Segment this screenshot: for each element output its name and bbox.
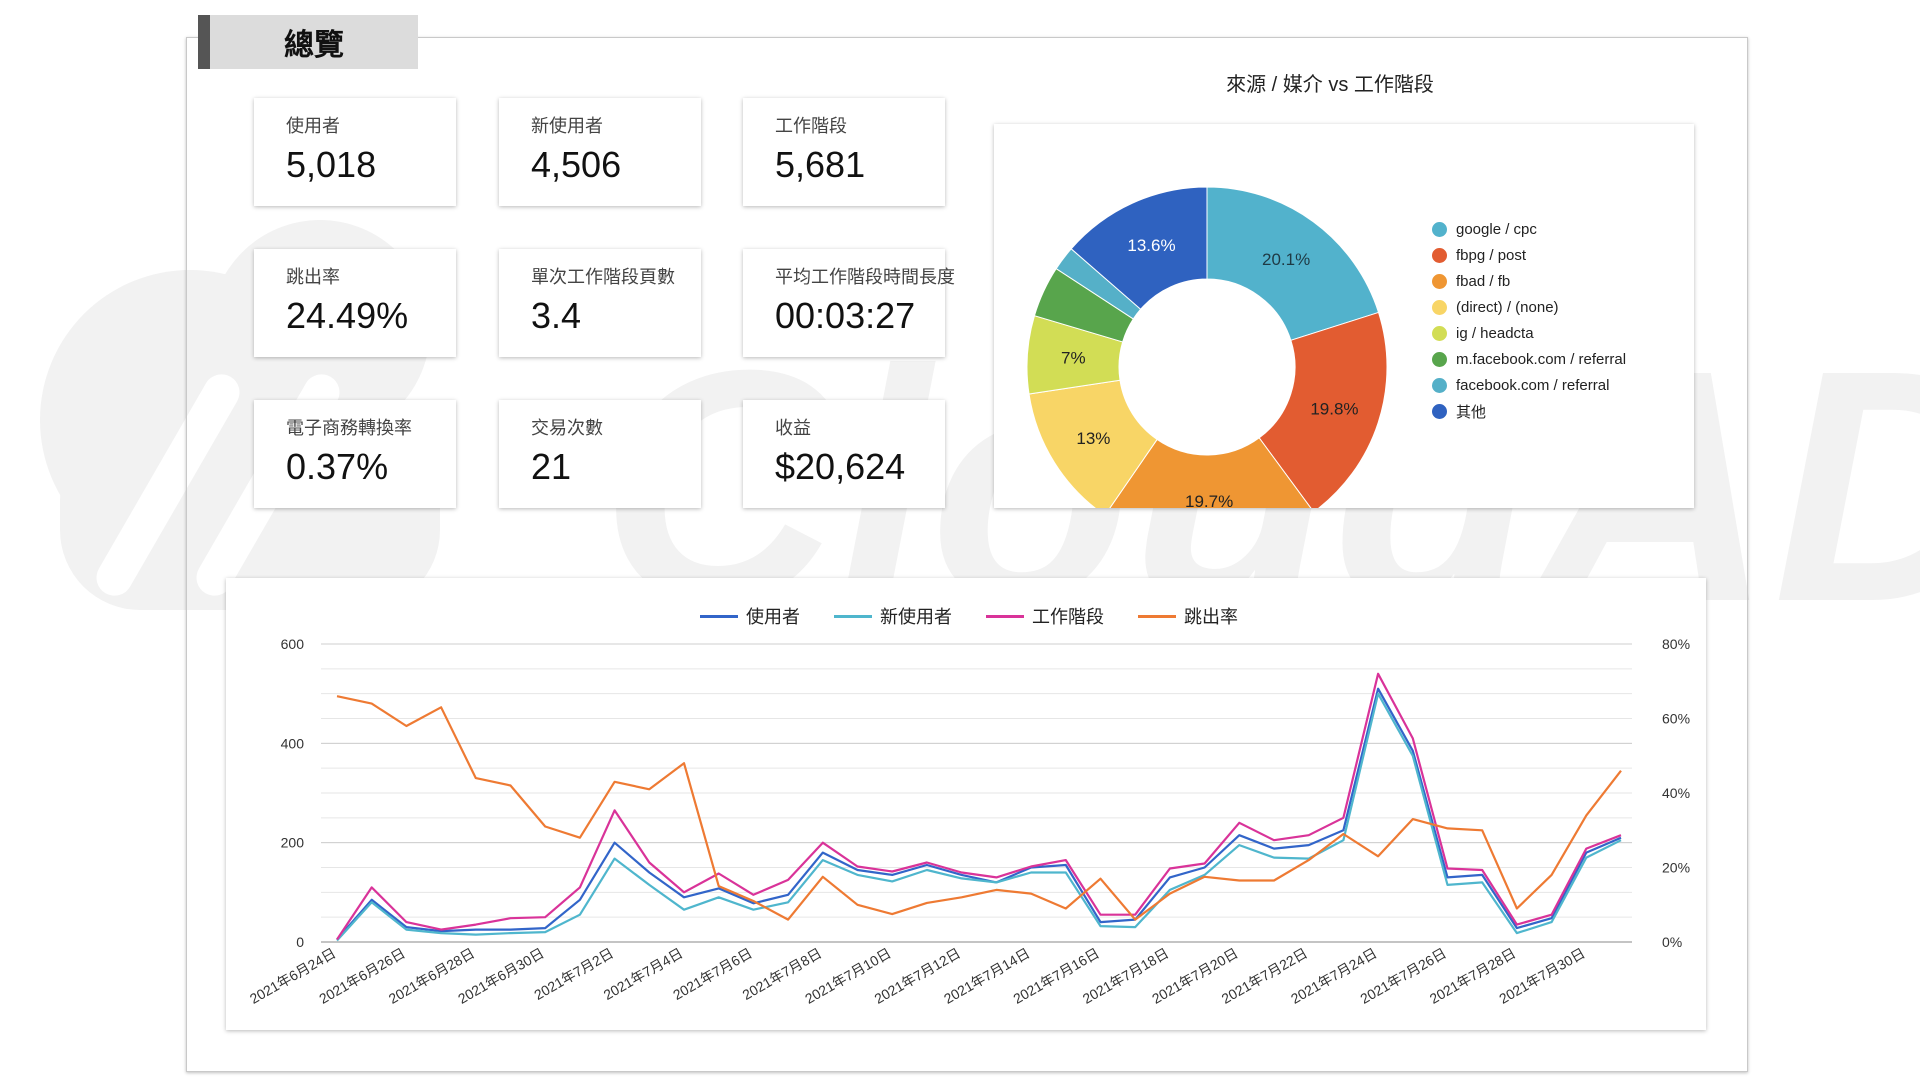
kpi-value: 24.49% — [286, 295, 409, 336]
y-left-tick-label: 600 — [281, 636, 305, 652]
donut-chart[interactable]: 20.1% 19.8% 19.7% 13% 7% 13.6% — [994, 124, 1694, 508]
y-right-tick-label: 0% — [1662, 934, 1682, 950]
pie-slice-label: 13% — [1076, 429, 1110, 448]
kpi-value: 00:03:27 — [775, 295, 916, 336]
legend-label: 工作階段 — [1032, 607, 1104, 627]
series-line[interactable] — [336, 695, 1622, 921]
kpi-card-ecommerce-conversion[interactable]: 電子商務轉換率 0.37% — [254, 400, 456, 508]
legend-label: 跳出率 — [1184, 607, 1238, 627]
kpi-value: 5,681 — [775, 144, 866, 185]
kpi-label: 單次工作階段頁數 — [531, 267, 675, 287]
kpi-value: 4,506 — [531, 144, 622, 185]
legend-label: m.facebook.com / referral — [1456, 350, 1627, 368]
pie-slice-label: 19.8% — [1310, 399, 1358, 418]
kpi-label: 跳出率 — [286, 267, 340, 287]
legend-swatch-icon — [986, 614, 1024, 618]
legend-label: google / cpc — [1456, 220, 1537, 238]
kpi-card-avg-session-duration[interactable]: 平均工作階段時間長度 00:03:27 — [743, 249, 955, 357]
pie-slice[interactable] — [1070, 186, 1208, 310]
legend-dot-icon — [1432, 403, 1447, 419]
kpi-label: 使用者 — [286, 116, 340, 136]
page-title: 總覽 — [198, 15, 418, 69]
report-frame — [186, 37, 1748, 1072]
kpi-card-pages-per-session[interactable]: 單次工作階段頁數 3.4 — [499, 249, 701, 357]
legend-dot-icon — [1432, 221, 1447, 237]
pie-slice[interactable] — [1105, 437, 1314, 508]
kpi-label: 收益 — [775, 418, 811, 438]
line-chart[interactable]: 02004006000%20%40%60%80%2021年6月24日2021年6… — [226, 578, 1706, 1030]
legend-dot-icon — [1432, 273, 1447, 289]
line-legend-item[interactable]: 跳出率 — [1138, 603, 1238, 629]
y-left-tick-label: 400 — [281, 735, 305, 751]
kpi-card-bounce-rate[interactable]: 跳出率 24.49% — [254, 249, 456, 357]
kpi-card-transactions[interactable]: 交易次數 21 — [499, 400, 701, 508]
line-legend-item[interactable]: 使用者 — [700, 603, 800, 629]
pie-slice[interactable] — [1206, 186, 1380, 341]
kpi-card-sessions[interactable]: 工作階段 5,681 — [743, 98, 945, 206]
legend-label: (direct) / (none) — [1456, 298, 1559, 316]
kpi-card-revenue[interactable]: 收益 $20,624 — [743, 400, 945, 508]
kpi-value: 0.37% — [286, 446, 389, 487]
pie-legend-item[interactable]: facebook.com / referral — [1432, 372, 1626, 398]
legend-swatch-icon — [700, 614, 738, 618]
pie-legend-item[interactable]: google / cpc — [1432, 216, 1626, 242]
pie-legend: google / cpc fbpg / post fbad / fb (dire… — [1432, 216, 1626, 424]
y-right-tick-label: 40% — [1662, 785, 1690, 801]
kpi-label: 電子商務轉換率 — [286, 418, 412, 438]
line-legend-item[interactable]: 工作階段 — [986, 603, 1104, 629]
pie-legend-item[interactable]: fbad / fb — [1432, 268, 1626, 294]
legend-label: facebook.com / referral — [1456, 376, 1610, 394]
kpi-card-new-users[interactable]: 新使用者 4,506 — [499, 98, 701, 206]
pie-legend-item[interactable]: (direct) / (none) — [1432, 294, 1626, 320]
legend-dot-icon — [1432, 377, 1447, 393]
kpi-value: 21 — [531, 446, 572, 487]
pie-legend-item[interactable]: fbpg / post — [1432, 242, 1626, 268]
y-right-tick-label: 20% — [1662, 860, 1690, 876]
series-line[interactable] — [336, 672, 1622, 941]
kpi-value: $20,624 — [775, 446, 906, 487]
kpi-label: 新使用者 — [531, 116, 603, 136]
line-legend-item[interactable]: 新使用者 — [834, 603, 952, 629]
pie-slice[interactable] — [1258, 311, 1388, 508]
legend-swatch-icon — [834, 614, 872, 618]
pie-legend-item[interactable]: 其他 — [1432, 398, 1626, 424]
series-line[interactable] — [336, 687, 1622, 941]
legend-label: 使用者 — [746, 607, 800, 627]
y-left-tick-label: 0 — [296, 934, 304, 950]
legend-swatch-icon — [1138, 614, 1176, 618]
pie-chart-title: 來源 / 媒介 vs 工作階段 — [1226, 74, 1434, 96]
pie-slice-label: 13.6% — [1127, 236, 1175, 255]
legend-dot-icon — [1432, 351, 1447, 367]
kpi-label: 交易次數 — [531, 418, 603, 438]
pie-slice-label: 7% — [1061, 349, 1086, 368]
series-line[interactable] — [336, 692, 1622, 942]
legend-dot-icon — [1432, 247, 1447, 263]
y-left-tick-label: 200 — [281, 835, 305, 851]
kpi-card-users[interactable]: 使用者 5,018 — [254, 98, 456, 206]
legend-label: fbpg / post — [1456, 246, 1527, 264]
kpi-value: 5,018 — [286, 144, 377, 185]
pie-slice-label: 19.7% — [1185, 492, 1233, 508]
legend-dot-icon — [1432, 325, 1447, 341]
legend-label: fbad / fb — [1456, 272, 1511, 290]
line-chart-card — [226, 578, 1706, 1030]
pie-slice-label: 20.1% — [1262, 250, 1310, 269]
legend-label: 其他 — [1456, 403, 1487, 421]
legend-label: ig / headcta — [1456, 324, 1534, 342]
y-right-tick-label: 80% — [1662, 636, 1690, 652]
pie-legend-item[interactable]: ig / headcta — [1432, 320, 1626, 346]
legend-dot-icon — [1432, 299, 1447, 315]
line-chart-legend: 使用者 新使用者 工作階段 跳出率 — [700, 603, 1272, 629]
kpi-label: 平均工作階段時間長度 — [775, 267, 955, 287]
legend-label: 新使用者 — [880, 607, 952, 627]
y-right-tick-label: 60% — [1662, 711, 1690, 727]
kpi-label: 工作階段 — [775, 116, 847, 136]
pie-legend-item[interactable]: m.facebook.com / referral — [1432, 346, 1626, 372]
kpi-value: 3.4 — [531, 295, 582, 336]
